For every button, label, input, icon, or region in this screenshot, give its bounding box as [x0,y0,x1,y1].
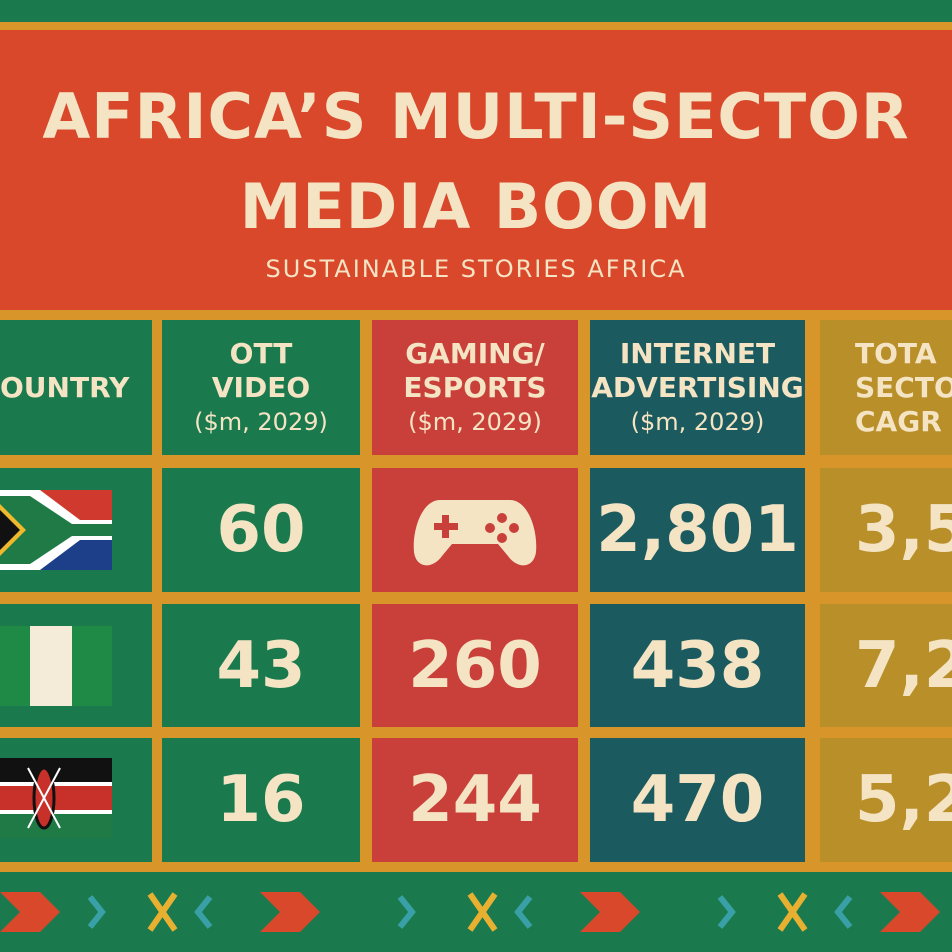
top-band [0,0,952,22]
title-line: AFRICA’S MULTI-SECTOR [42,80,910,153]
subtitle: SUSTAINABLE STORIES AFRICA [265,255,687,283]
value-cell: 438 [590,604,805,727]
country-cell [0,738,152,862]
header-unit: ($m, 2029) [194,407,328,436]
header-text: INTERNET [619,336,776,370]
header-text: VIDEO [211,370,311,404]
value-cell: 7,2 [820,604,952,727]
column-header: GAMING/ESPORTS ($m, 2029) [372,320,578,455]
flag-south-africa [0,490,112,570]
header: AFRICA’S MULTI-SECTOR MEDIA BOOM SUSTAIN… [0,30,952,310]
country-cell [0,468,152,592]
value-cell: 5,2 [820,738,952,862]
flag-kenya [0,758,112,838]
pattern-band [0,872,952,952]
country-cell [0,604,152,727]
value-cell: 60 [162,468,360,592]
header-unit: ($m, 2029) [408,407,542,436]
title-line: MEDIA BOOM [239,170,713,243]
header-text: SECTO [855,370,952,404]
header-text: CAGR ( [855,404,952,438]
header-text: ADVERTISING [591,370,804,404]
value-cell: 260 [372,604,578,727]
header-text: TOTA [855,336,937,370]
value-cell: 244 [372,738,578,862]
value-cell: 3,5 [820,468,952,592]
value-cell: 16 [162,738,360,862]
value-cell: 43 [162,604,360,727]
value-cell: 470 [590,738,805,862]
header-text: ESPORTS [403,370,547,404]
flag-nigeria [0,626,112,706]
value-cell: 2,801 [590,468,805,592]
gamepad-icon [413,500,537,566]
column-header: INTERNET ADVERTISING ($m, 2029) [590,320,805,455]
header-unit: ($m, 2029) [630,407,765,436]
column-header: OUNTRY [0,320,152,455]
header-text: OTT [229,336,293,370]
column-header: OTT VIDEO ($m, 2029) [162,320,360,455]
value-cell [372,468,578,592]
header-text: OUNTRY [0,370,130,404]
header-text: GAMING/ [405,336,545,370]
